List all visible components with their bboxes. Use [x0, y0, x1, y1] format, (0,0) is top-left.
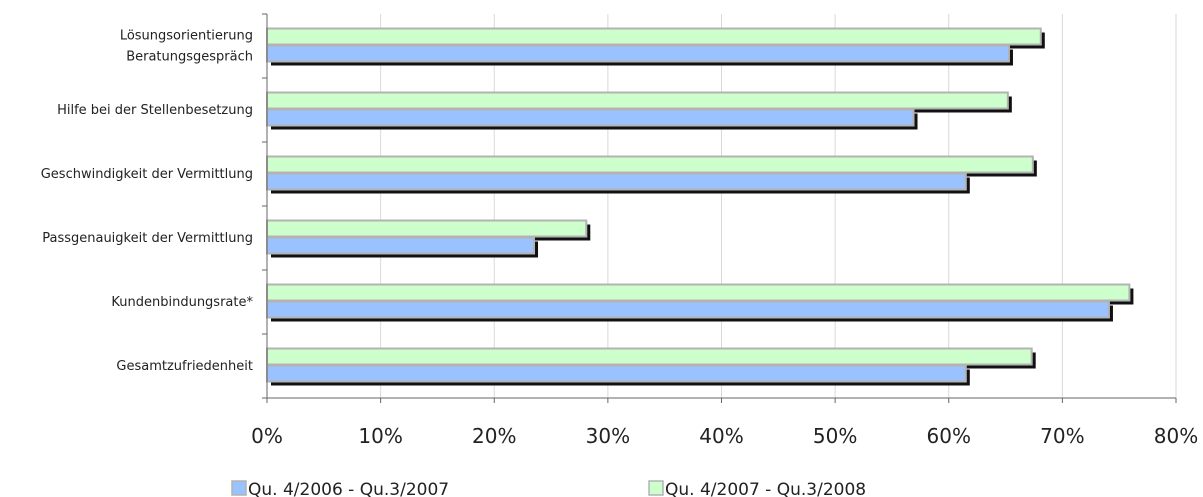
x-tick-label: 30% [586, 424, 630, 448]
bar-series1-2 [266, 108, 915, 127]
legend-swatch-series2 [648, 480, 664, 496]
bar-series1-4 [266, 236, 536, 255]
legend: Qu. 4/2006 - Qu.3/2007 Qu. 4/2007 - Qu.3/… [231, 480, 866, 497]
bar-series2-4 [266, 219, 588, 238]
category-label: Lösungsorientierung [120, 29, 253, 44]
bar-series2-1 [266, 27, 1042, 46]
x-tick-labels: 0% 10% 20% 30% 40% 50% 60% 70% 80% [251, 424, 1198, 448]
x-tick-label: 60% [927, 424, 971, 448]
x-tick-label: 20% [472, 424, 516, 448]
legend-label-series2: Qu. 4/2007 - Qu.3/2008 [665, 480, 866, 497]
category-label: Passgenauigkeit der Vermittlung [42, 231, 253, 246]
bar-series2-3 [266, 155, 1034, 174]
bar-series2-5 [266, 283, 1131, 302]
bar-series1-3 [266, 172, 967, 191]
x-tick-label: 50% [813, 424, 857, 448]
bar-series1-6 [266, 364, 967, 383]
bar-series2-2 [266, 91, 1009, 110]
category-label: Geschwindigkeit der Vermittlung [41, 167, 253, 182]
bar-series1-1 [266, 44, 1010, 63]
x-tick-label: 0% [251, 424, 283, 448]
category-label: Beratungsgespräch [126, 50, 253, 65]
legend-swatch-series1 [231, 480, 247, 496]
bar-series1-5 [266, 300, 1110, 319]
bar-series2-6 [266, 347, 1033, 366]
x-tick-label: 40% [699, 424, 743, 448]
x-tick-label: 70% [1040, 424, 1084, 448]
legend-label-series1: Qu. 4/2006 - Qu.3/2007 [248, 480, 449, 497]
x-tick-label: 80% [1154, 424, 1198, 448]
category-label: Gesamtzufriedenheit [116, 359, 253, 374]
gridlines [380, 14, 1177, 398]
category-labels: Lösungsorientierung Beratungsgespräch Hilf… [41, 29, 254, 375]
x-tick-label: 10% [358, 424, 402, 448]
axes [262, 13, 1177, 403]
bars [266, 27, 1134, 386]
category-label: Hilfe bei der Stellenbesetzung [57, 103, 253, 118]
category-label: Kundenbindungsrate* [111, 295, 253, 310]
